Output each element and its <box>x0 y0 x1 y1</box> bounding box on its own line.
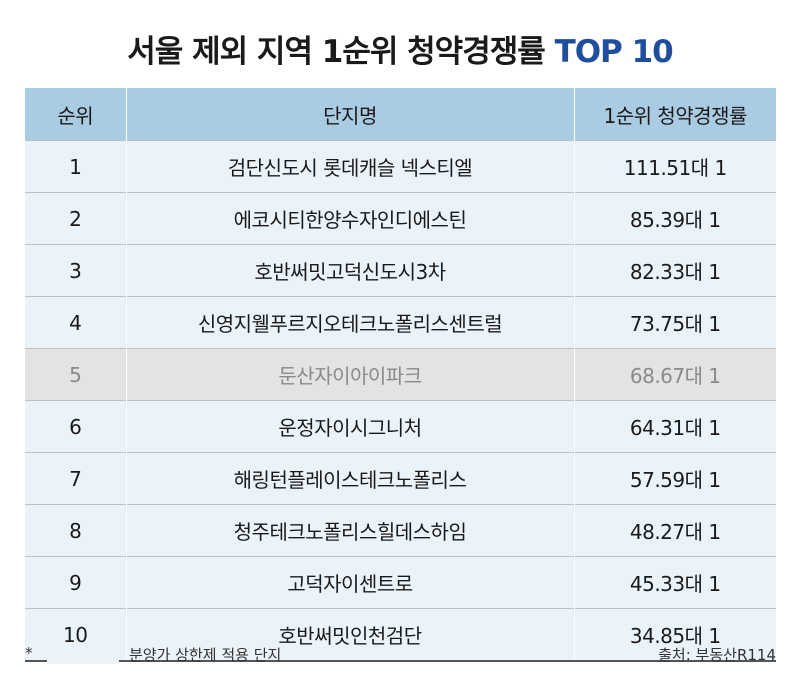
row-rate: 45.33대 1 <box>573 556 776 609</box>
legend-asterisk: * <box>25 644 33 662</box>
row-rank: 2 <box>25 192 126 245</box>
row-name: 호반써밋인천검단 <box>125 608 574 662</box>
row-name: 청주테크노폴리스힐데스하임 <box>125 504 574 557</box>
row-name: 해링턴플레이스테크노폴리스 <box>125 452 574 505</box>
header-name: 단지명 <box>125 88 574 141</box>
row-name: 검단신도시 롯데캐슬 넥스티엘 <box>125 140 574 193</box>
row-rank: 5 <box>25 348 126 401</box>
row-rank: 8 <box>25 504 126 557</box>
table-row: 10 호반써밋인천검단 34.85대 1 <box>25 608 776 662</box>
title-main: 서울 제외 지역 1순위 청약경쟁률 <box>127 34 545 70</box>
row-name: 둔산자이아이파크 <box>125 348 574 401</box>
row-name: 호반써밋고덕신도시3차 <box>125 244 574 297</box>
row-rank: 6 <box>25 400 126 453</box>
table-row: 2 에코시티한양수자인디에스틴 85.39대 1 <box>25 192 776 245</box>
row-rank: 9 <box>25 556 126 609</box>
header-rank: 순위 <box>25 88 126 141</box>
row-rate: 34.85대 1 <box>573 608 776 662</box>
table-row: 1 검단신도시 롯데캐슬 넥스티엘 111.51대 1 <box>25 140 776 193</box>
row-name: 에코시티한양수자인디에스틴 <box>125 192 574 245</box>
row-rank: 7 <box>25 452 126 505</box>
header-rate: 1순위 청약경쟁률 <box>573 88 776 141</box>
row-rate: 85.39대 1 <box>573 192 776 245</box>
row-rate: 73.75대 1 <box>573 296 776 349</box>
row-name: 운정자이시그니처 <box>125 400 574 453</box>
row-rate: 82.33대 1 <box>573 244 776 297</box>
row-rank: 4 <box>25 296 126 349</box>
row-rate: 64.31대 1 <box>573 400 776 453</box>
row-name: 고덕자이센트로 <box>125 556 574 609</box>
table-row: 3 호반써밋고덕신도시3차 82.33대 1 <box>25 244 776 297</box>
table-header-row: 순위 단지명 1순위 청약경쟁률 <box>25 88 776 141</box>
title-accent: TOP 10 <box>554 34 674 70</box>
table-row: 8 청주테크노폴리스힐데스하임 48.27대 1 <box>25 504 776 557</box>
row-rate: 111.51대 1 <box>573 140 776 193</box>
page-title: 서울 제외 지역 1순위 청약경쟁률 TOP 10 <box>0 26 800 71</box>
legend-label: 분양가 상한제 적용 단지 <box>129 646 282 664</box>
row-rate: 68.67대 1 <box>573 348 776 401</box>
table-row: 4 신영지웰푸르지오테크노폴리스센트럴 73.75대 1 <box>25 296 776 349</box>
row-name: 신영지웰푸르지오테크노폴리스센트럴 <box>125 296 574 349</box>
table-row: 5 둔산자이아이파크 68.67대 1 <box>25 348 776 401</box>
table-row: 7 해링턴플레이스테크노폴리스 57.59대 1 <box>25 452 776 505</box>
row-rate: 57.59대 1 <box>573 452 776 505</box>
table-row: 9 고덕자이센트로 45.33대 1 <box>25 556 776 609</box>
ranking-table: 순위 단지명 1순위 청약경쟁률 1 검단신도시 롯데캐슬 넥스티엘 111.5… <box>25 88 776 662</box>
row-rank: 3 <box>25 244 126 297</box>
row-rank: 1 <box>25 140 126 193</box>
legend-swatch <box>47 646 119 664</box>
row-rate: 48.27대 1 <box>573 504 776 557</box>
table-row: 6 운정자이시그니처 64.31대 1 <box>25 400 776 453</box>
source-credit: 출처: 부동산R114 <box>658 646 776 664</box>
